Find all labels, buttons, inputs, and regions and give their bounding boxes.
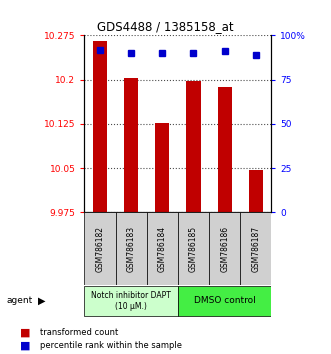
Text: agent: agent (7, 296, 33, 306)
Text: percentile rank within the sample: percentile rank within the sample (40, 341, 182, 350)
Bar (155, 123, 169, 212)
Text: DMSO control: DMSO control (194, 296, 256, 306)
Bar (218, 87, 232, 212)
Text: GSM786186: GSM786186 (220, 225, 229, 272)
Text: GSM786185: GSM786185 (189, 225, 198, 272)
FancyBboxPatch shape (84, 212, 116, 285)
FancyBboxPatch shape (116, 212, 147, 285)
FancyBboxPatch shape (84, 286, 178, 316)
FancyBboxPatch shape (240, 212, 271, 285)
Text: GDS4488 / 1385158_at: GDS4488 / 1385158_at (97, 20, 234, 33)
FancyBboxPatch shape (147, 212, 178, 285)
Text: GSM786187: GSM786187 (251, 225, 260, 272)
Text: GSM786184: GSM786184 (158, 225, 167, 272)
Bar (249, 170, 263, 212)
Text: Notch inhibitor DAPT
(10 μM.): Notch inhibitor DAPT (10 μM.) (91, 291, 171, 310)
Text: ■: ■ (20, 340, 30, 350)
FancyBboxPatch shape (209, 212, 240, 285)
Bar (186, 81, 201, 212)
Text: ■: ■ (20, 328, 30, 338)
FancyBboxPatch shape (178, 212, 209, 285)
Bar (124, 79, 138, 212)
FancyBboxPatch shape (178, 286, 271, 316)
Text: GSM786182: GSM786182 (95, 226, 105, 272)
Text: GSM786183: GSM786183 (127, 225, 136, 272)
Text: transformed count: transformed count (40, 328, 118, 337)
Text: ▶: ▶ (38, 296, 46, 306)
Bar (93, 41, 107, 212)
